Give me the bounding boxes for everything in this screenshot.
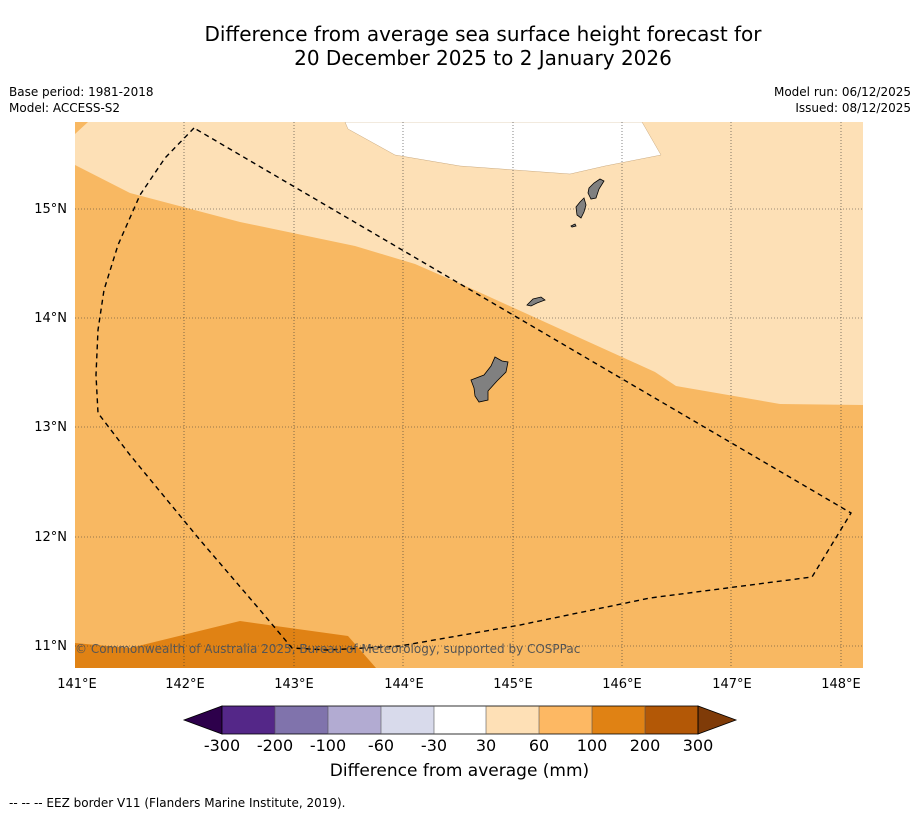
lat-tick-label: 15°N [34,202,67,217]
lon-tick-label: 144°E [384,677,424,692]
colorbar-segment [434,706,486,734]
lon-tick-label: 147°E [712,677,752,692]
chart-title: Difference from average sea surface heig… [0,22,919,70]
copyright-text: © Commonwealth of Australia 2025, Bureau… [75,642,580,656]
colorbar-ticks: -300 -200 -100 -60 -30 30 60 100 200 300 [204,736,713,755]
colorbar-segment [645,706,698,734]
graticule [75,122,863,668]
rota-island [526,296,546,307]
field-100-200 [75,621,376,668]
colorbar-tick-label: -60 [368,736,394,755]
colorbar-segment [486,706,539,734]
colorbar-segment [381,706,434,734]
colorbar-tick-label: 60 [529,736,549,755]
lat-labels: 15°N 14°N 13°N 12°N 11°N [34,202,67,654]
colorbar-dividers [274,706,646,734]
meta-right: Model run: 06/12/2025 Issued: 08/12/2025 [774,84,911,116]
colorbar: -300 -200 -100 -60 -30 30 60 100 200 300 [182,705,738,755]
guam-island [470,356,509,403]
field-60-100-corner [75,122,88,134]
base-period-text: Base period: 1981-2018 [9,85,154,99]
lat-tick-label: 11°N [34,639,67,654]
lon-tick-label: 143°E [274,677,314,692]
colorbar-tick-label: 100 [577,736,608,755]
meta-left: Base period: 1981-2018 Model: ACCESS-S2 [9,84,154,116]
map-figure: © Commonwealth of Australia 2025, Bureau… [34,122,863,755]
eez-footnote: -- -- -- EEZ border V11 (Flanders Marine… [9,796,346,810]
title-line-1: Difference from average sea surface heig… [204,22,762,46]
colorbar-segment [328,706,381,734]
title-line-2: 20 December 2025 to 2 January 2026 [294,46,672,70]
colorbar-segment [222,706,275,734]
field-near-average [344,122,662,175]
field-30-60 [75,122,863,405]
colorbar-tick-label: -30 [421,736,447,755]
colorbar-tick-label: -100 [310,736,346,755]
lon-labels: 141°E 142°E 143°E 144°E 145°E 146°E 147°… [57,677,861,692]
colorbar-tick-label: -200 [257,736,293,755]
colorbar-segment [275,706,328,734]
colorbar-low-extension [182,705,223,735]
tinian-island [575,197,587,219]
lon-tick-label: 145°E [493,677,533,692]
lon-tick-label: 146°E [602,677,642,692]
colorbar-tick-label: -300 [204,736,240,755]
saipan-island [587,178,605,200]
lon-tick-label: 142°E [165,677,205,692]
colorbar-segment [592,706,645,734]
colorbar-label: Difference from average (mm) [329,761,590,781]
lat-tick-label: 14°N [34,311,67,326]
colorbar-high-extension [697,705,738,735]
colorbar-tick-label: 300 [683,736,714,755]
issued-text: Issued: 08/12/2025 [795,101,911,115]
lon-tick-label: 141°E [57,677,97,692]
map-plot-area [75,122,863,668]
aguijan-island [570,223,577,228]
lat-tick-label: 12°N [34,530,67,545]
islands [470,178,605,403]
model-run-text: Model run: 06/12/2025 [773,85,911,99]
colorbar-tick-label: 30 [476,736,496,755]
colorbar-outline [221,705,699,735]
colorbar-tick-label: 200 [630,736,661,755]
colorbar-segment [539,706,592,734]
lat-tick-label: 13°N [34,420,67,435]
model-text: Model: ACCESS-S2 [9,101,121,115]
lon-tick-label: 148°E [821,677,861,692]
